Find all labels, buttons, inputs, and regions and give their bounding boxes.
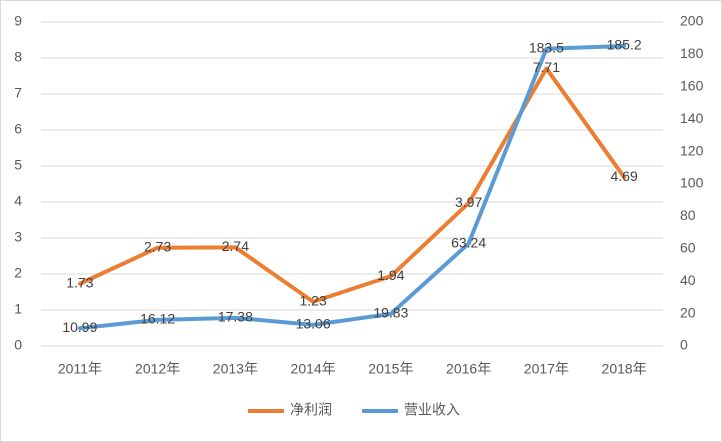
y-tick-label: 8 — [14, 49, 22, 65]
data-label: 10.99 — [62, 319, 97, 335]
y-tick-label: 9 — [14, 13, 22, 29]
legend-label: 净利润 — [290, 402, 332, 418]
x-tick-label: 2017年 — [524, 361, 569, 377]
line — [77, 43, 627, 331]
y-tick-label: 4 — [14, 193, 22, 209]
x-tick-label: 2011年 — [58, 361, 102, 377]
x-tick-label: 2013年 — [213, 361, 258, 377]
y-tick-label: 2 — [14, 265, 22, 281]
data-label: 3.97 — [455, 194, 482, 210]
y2-tick-label: 160 — [680, 78, 704, 94]
y-tick-label: 7 — [14, 85, 22, 101]
data-label: 7.71 — [533, 59, 560, 75]
data-label: 13.06 — [296, 316, 331, 332]
x-tick-label: 2014年 — [291, 361, 336, 377]
y2-tick-label: 180 — [680, 45, 704, 61]
data-label: 63.24 — [451, 234, 486, 250]
y2-tick-label: 60 — [680, 240, 696, 256]
y2-tick-label: 0 — [680, 337, 688, 353]
data-label: 4.69 — [611, 168, 638, 184]
y2-tick-label: 200 — [680, 13, 704, 29]
data-label: 19.83 — [373, 305, 408, 321]
y2-tick-label: 40 — [680, 272, 696, 288]
data-label: 17.38 — [218, 309, 253, 325]
y2-tick-label: 120 — [680, 142, 704, 158]
legend-label: 营业收入 — [404, 402, 460, 418]
data-label: 1.73 — [66, 274, 93, 290]
data-label: 2.73 — [144, 238, 171, 254]
y-tick-label: 0 — [14, 337, 22, 353]
y2-tick-label: 100 — [680, 175, 704, 191]
x-tick-label: 2015年 — [368, 361, 413, 377]
y-tick-label: 1 — [14, 301, 22, 317]
data-label: 183.5 — [529, 39, 564, 55]
y2-tick-label: 20 — [680, 304, 696, 320]
line — [77, 66, 627, 304]
y-tick-label: 6 — [14, 121, 22, 137]
y-tick-label: 3 — [14, 229, 22, 245]
x-tick-label: 2016年 — [446, 361, 491, 377]
data-label: 185.2 — [607, 37, 642, 53]
data-label: 1.94 — [377, 267, 404, 283]
data-label: 1.23 — [300, 292, 327, 308]
x-tick-label: 2012年 — [135, 361, 180, 377]
y2-tick-label: 80 — [680, 207, 696, 223]
data-label: 16.12 — [140, 311, 175, 327]
y2-tick-label: 140 — [680, 110, 704, 126]
y-tick-label: 5 — [14, 157, 22, 173]
x-tick-label: 2018年 — [602, 361, 647, 377]
data-label: 2.74 — [222, 238, 249, 254]
